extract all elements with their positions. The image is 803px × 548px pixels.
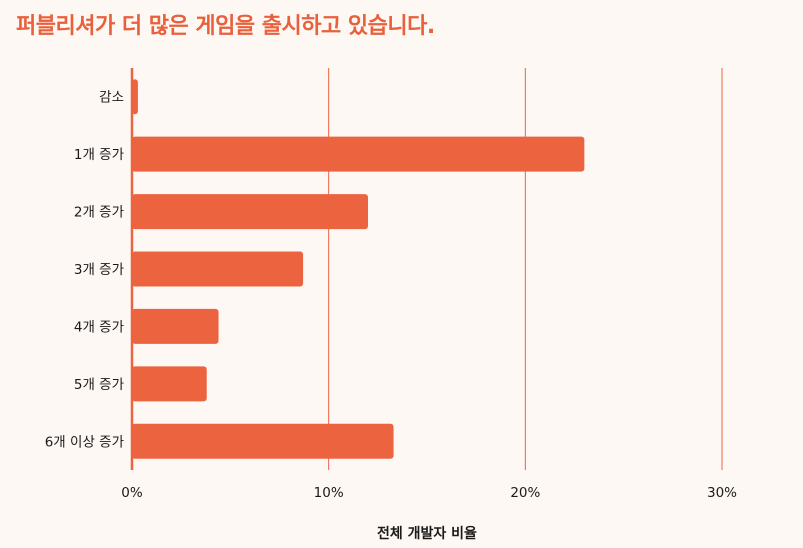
x-tick-label-3: 30%	[707, 485, 737, 501]
category-label-5: 5개 증가	[74, 377, 124, 393]
category-label-2: 2개 증가	[74, 205, 124, 221]
bar-4	[132, 308, 219, 344]
category-label-0: 감소	[99, 90, 124, 106]
x-axis-title: 전체 개발자 비율	[377, 525, 477, 542]
category-label-6: 6개 이상 증가	[45, 434, 124, 450]
category-label-4: 4개 증가	[74, 319, 124, 335]
category-label-3: 3개 증가	[74, 262, 124, 278]
chart-title: 퍼블리셔가 더 많은 게임을 출시하고 있습니다.	[16, 14, 435, 39]
x-tick-label-2: 20%	[510, 485, 540, 501]
bar-3	[132, 251, 304, 287]
bar-1	[132, 136, 585, 172]
category-label-1: 1개 증가	[74, 147, 124, 163]
bar-6	[132, 423, 394, 459]
bar-0	[132, 79, 138, 115]
x-tick-label-0: 0%	[121, 485, 143, 501]
x-tick-label-1: 10%	[314, 485, 344, 501]
bar-5	[132, 366, 207, 402]
bar-2	[132, 194, 368, 230]
